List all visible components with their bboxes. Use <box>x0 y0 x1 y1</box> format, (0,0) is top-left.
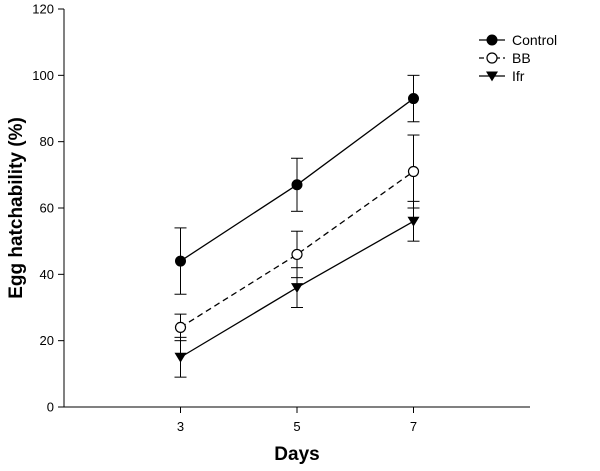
data-point-ifr <box>291 283 303 293</box>
y-axis-title: Egg hatchability (%) <box>6 117 27 299</box>
series-layer <box>174 74 420 378</box>
series-line-bb <box>180 170 414 328</box>
data-point-control <box>291 179 303 191</box>
series-ifr <box>174 200 420 378</box>
legend-marker <box>486 52 498 64</box>
legend-item-bb: BB <box>479 50 531 66</box>
x-tick-label: 3 <box>177 419 184 434</box>
x-ticks: 3 5 7 <box>177 407 417 434</box>
legend-item-control: Control <box>479 32 557 48</box>
legend-item-ifr: Ifr <box>479 68 525 84</box>
x-tick-label: 7 <box>410 419 417 434</box>
data-point-bb <box>174 321 187 333</box>
series-control <box>174 74 420 295</box>
data-point-ifr <box>407 216 420 227</box>
y-tick-label: 40 <box>40 267 54 282</box>
x-tick-label: 5 <box>293 419 300 434</box>
legend-marker <box>486 71 498 82</box>
x-axis-title: Days <box>274 444 319 465</box>
y-tick-label: 20 <box>40 333 54 348</box>
data-point-ifr <box>174 352 187 363</box>
axes: 0 20 40 60 80 100 120 3 5 7 <box>32 2 530 434</box>
series-bb <box>174 134 420 342</box>
y-tick-label: 120 <box>32 2 54 17</box>
legend-label: BB <box>512 50 531 66</box>
data-point-bb <box>407 165 420 178</box>
y-ticks: 0 20 40 60 80 100 120 <box>32 2 64 415</box>
y-tick-label: 0 <box>47 400 54 415</box>
y-tick-label: 100 <box>32 68 54 83</box>
legend-label: Control <box>512 32 557 48</box>
data-point-control <box>408 93 419 105</box>
data-point-bb <box>291 248 303 261</box>
legend-label: Ifr <box>512 68 525 84</box>
y-tick-label: 60 <box>40 201 54 216</box>
legend-marker <box>486 34 498 46</box>
data-point-control <box>175 255 186 267</box>
y-tick-label: 80 <box>40 134 54 149</box>
legend: Control BB Ifr <box>479 32 557 84</box>
